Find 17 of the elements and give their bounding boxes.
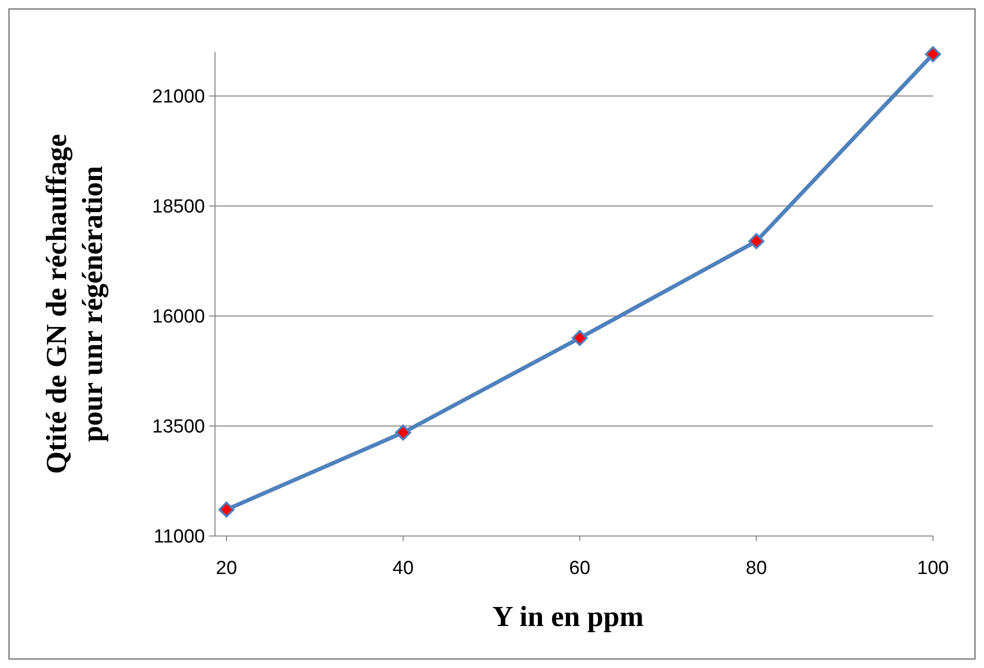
y-tick-label: 18500: [152, 196, 205, 218]
x-tick-label: 20: [216, 558, 238, 579]
x-axis-title: Y in en ppm: [492, 601, 644, 633]
y-tick-label: 13500: [152, 416, 205, 438]
y-tick-label: 21000: [152, 86, 205, 108]
x-tick-label: 80: [746, 558, 767, 579]
point: [218, 502, 234, 518]
y-tick-label: 16000: [152, 306, 205, 328]
x-tick-label: 100: [917, 558, 949, 579]
point: [395, 424, 412, 441]
point: [748, 233, 764, 250]
x-tick-label: 60: [569, 558, 590, 579]
x-tick-label: 40: [392, 558, 414, 579]
y-tick-label: 11000: [154, 526, 205, 548]
y-axis-title: Qtité de GN de réchauffage pour unr régénération: [41, 134, 109, 474]
point: [925, 46, 941, 62]
point: [572, 330, 588, 346]
